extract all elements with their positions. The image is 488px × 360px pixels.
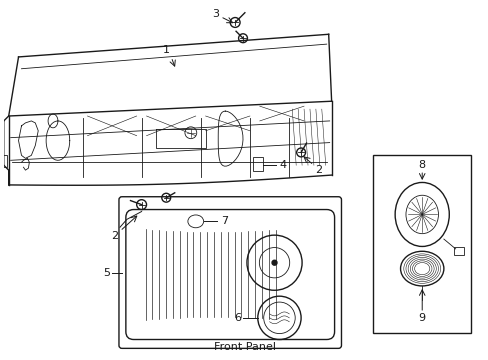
Text: 3: 3 bbox=[211, 9, 219, 19]
Text: 9: 9 bbox=[418, 313, 425, 323]
Circle shape bbox=[271, 260, 276, 265]
Text: 7: 7 bbox=[221, 216, 228, 226]
Text: 1: 1 bbox=[163, 45, 169, 55]
Text: 8: 8 bbox=[418, 160, 425, 170]
Text: 2: 2 bbox=[111, 231, 119, 241]
Text: 2: 2 bbox=[315, 165, 322, 175]
Text: 5: 5 bbox=[103, 267, 110, 278]
Bar bbox=[453, 247, 463, 255]
Bar bbox=[0, 156, 7, 167]
Text: Front Panel: Front Panel bbox=[214, 342, 275, 352]
Bar bbox=[252, 157, 262, 171]
Text: 4: 4 bbox=[279, 160, 286, 170]
Text: 6: 6 bbox=[234, 313, 241, 323]
Bar bbox=[372, 156, 470, 333]
